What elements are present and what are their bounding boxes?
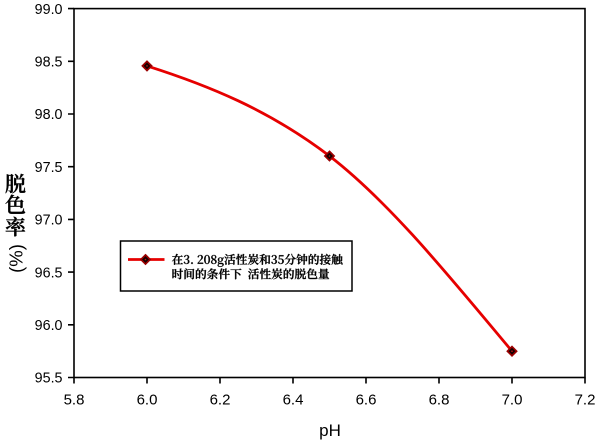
svg-text:6.2: 6.2 [210,392,231,409]
svg-text:96.5: 96.5 [35,265,63,281]
svg-text:98.5: 98.5 [35,55,63,71]
svg-text:6.4: 6.4 [283,392,304,409]
svg-text:97.5: 97.5 [35,160,63,176]
svg-text:96.0: 96.0 [35,318,63,334]
svg-text:5.8: 5.8 [64,392,85,409]
svg-text:7.0: 7.0 [502,392,523,409]
svg-text:pH: pH [319,421,341,440]
svg-text:95.5: 95.5 [35,371,63,387]
svg-text:6.0: 6.0 [137,392,158,409]
svg-text:6.8: 6.8 [429,392,450,409]
svg-text:99.0: 99.0 [35,2,63,18]
svg-text:6.6: 6.6 [356,392,377,409]
svg-text:98.0: 98.0 [35,107,63,123]
svg-text:(%): (%) [6,244,27,273]
svg-text:97.0: 97.0 [35,213,63,229]
svg-text:7.2: 7.2 [575,392,596,409]
